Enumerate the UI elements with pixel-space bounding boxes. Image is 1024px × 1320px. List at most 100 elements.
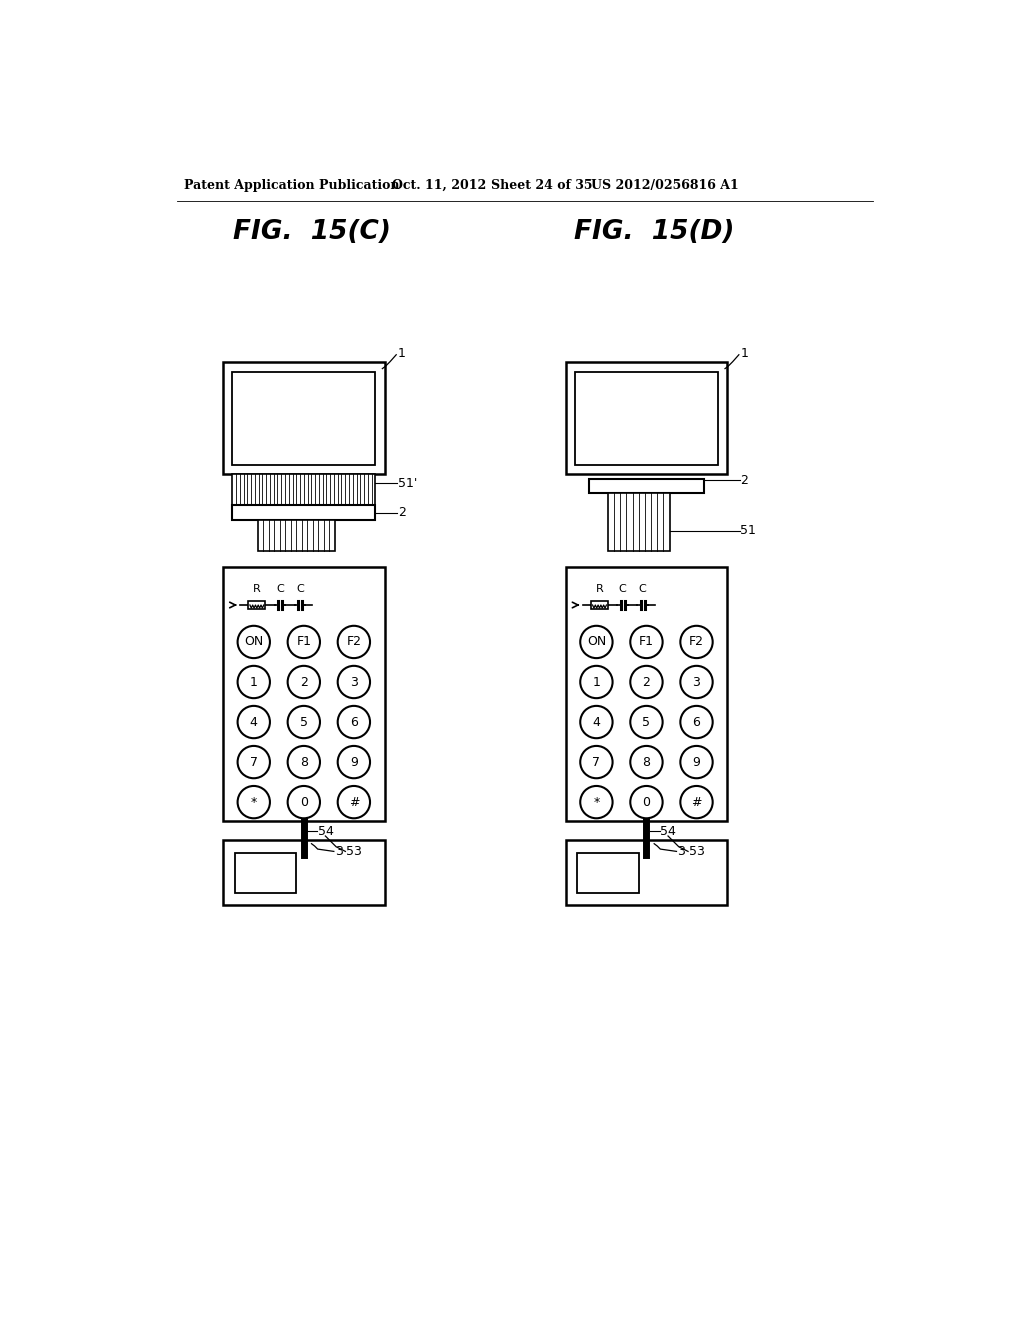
Circle shape: [238, 626, 270, 659]
Circle shape: [631, 626, 663, 659]
Circle shape: [581, 626, 612, 659]
Text: #: #: [691, 796, 701, 809]
Text: Patent Application Publication: Patent Application Publication: [184, 178, 400, 191]
Bar: [574, 372, 718, 465]
Text: Oct. 11, 2012: Oct. 11, 2012: [392, 178, 486, 191]
Bar: [223, 566, 385, 821]
Circle shape: [238, 665, 270, 698]
Text: 8: 8: [642, 755, 650, 768]
Text: 9: 9: [692, 755, 700, 768]
Bar: [232, 474, 376, 506]
Text: 2: 2: [642, 676, 650, 689]
Bar: [232, 372, 376, 465]
Bar: [565, 840, 727, 906]
Circle shape: [631, 785, 663, 818]
Text: 53: 53: [689, 845, 705, 858]
Circle shape: [288, 665, 319, 698]
Circle shape: [581, 706, 612, 738]
Text: 2: 2: [300, 676, 308, 689]
Circle shape: [631, 665, 663, 698]
Text: 3: 3: [335, 845, 342, 858]
Text: C: C: [618, 585, 627, 594]
Bar: [223, 840, 385, 906]
Bar: [589, 479, 705, 494]
Text: FIG.  15(C): FIG. 15(C): [232, 219, 390, 244]
Circle shape: [581, 665, 612, 698]
Text: F2: F2: [346, 635, 361, 648]
Bar: [591, 601, 608, 610]
Circle shape: [338, 746, 370, 779]
Text: 0: 0: [642, 796, 650, 809]
Circle shape: [288, 626, 319, 659]
Text: 6: 6: [350, 715, 357, 729]
Text: F2: F2: [689, 635, 705, 648]
Text: C: C: [276, 585, 284, 594]
Circle shape: [631, 746, 663, 779]
Circle shape: [680, 746, 713, 779]
Text: ON: ON: [587, 635, 606, 648]
Bar: [232, 506, 376, 520]
Text: 5: 5: [642, 715, 650, 729]
Text: 1: 1: [250, 676, 258, 689]
Text: 1: 1: [740, 347, 749, 360]
Bar: [565, 363, 727, 474]
Text: 8: 8: [300, 755, 308, 768]
Text: 7: 7: [250, 755, 258, 768]
Bar: [258, 520, 335, 552]
Text: 9: 9: [350, 755, 357, 768]
Circle shape: [581, 746, 612, 779]
Circle shape: [680, 665, 713, 698]
Text: 5: 5: [300, 715, 308, 729]
Text: 53: 53: [346, 845, 362, 858]
Circle shape: [238, 785, 270, 818]
Circle shape: [338, 706, 370, 738]
Circle shape: [338, 785, 370, 818]
Text: 2: 2: [397, 506, 406, 519]
Circle shape: [238, 746, 270, 779]
Text: Sheet 24 of 35: Sheet 24 of 35: [490, 178, 593, 191]
Text: US 2012/0256816 A1: US 2012/0256816 A1: [591, 178, 738, 191]
Text: 3: 3: [350, 676, 357, 689]
Text: 0: 0: [300, 796, 308, 809]
Text: F1: F1: [639, 635, 654, 648]
Text: ON: ON: [244, 635, 263, 648]
Circle shape: [680, 626, 713, 659]
Circle shape: [680, 706, 713, 738]
Text: 1: 1: [397, 347, 406, 360]
Text: R: R: [596, 585, 603, 594]
Text: 7: 7: [593, 755, 600, 768]
Bar: [578, 853, 639, 892]
Text: 2: 2: [740, 474, 749, 487]
Text: 51': 51': [397, 477, 417, 490]
Text: R: R: [253, 585, 261, 594]
Circle shape: [631, 706, 663, 738]
Circle shape: [238, 706, 270, 738]
Text: 54: 54: [317, 825, 334, 838]
Circle shape: [338, 665, 370, 698]
Text: 51: 51: [740, 524, 757, 537]
Text: C: C: [639, 585, 646, 594]
Circle shape: [680, 785, 713, 818]
Text: FIG.  15(D): FIG. 15(D): [574, 219, 734, 244]
Text: *: *: [593, 796, 599, 809]
Text: C: C: [296, 585, 304, 594]
Text: 4: 4: [250, 715, 258, 729]
Text: 6: 6: [692, 715, 700, 729]
Text: #: #: [348, 796, 359, 809]
Circle shape: [288, 706, 319, 738]
Text: 1: 1: [593, 676, 600, 689]
Text: 4: 4: [593, 715, 600, 729]
Circle shape: [288, 785, 319, 818]
Bar: [223, 363, 385, 474]
Bar: [608, 494, 670, 552]
Text: 3: 3: [677, 845, 685, 858]
Circle shape: [288, 746, 319, 779]
Bar: [249, 601, 265, 610]
Bar: [565, 566, 727, 821]
Text: F1: F1: [296, 635, 311, 648]
Circle shape: [338, 626, 370, 659]
Text: 54: 54: [660, 825, 676, 838]
Circle shape: [581, 785, 612, 818]
Text: *: *: [251, 796, 257, 809]
Text: 3: 3: [692, 676, 700, 689]
